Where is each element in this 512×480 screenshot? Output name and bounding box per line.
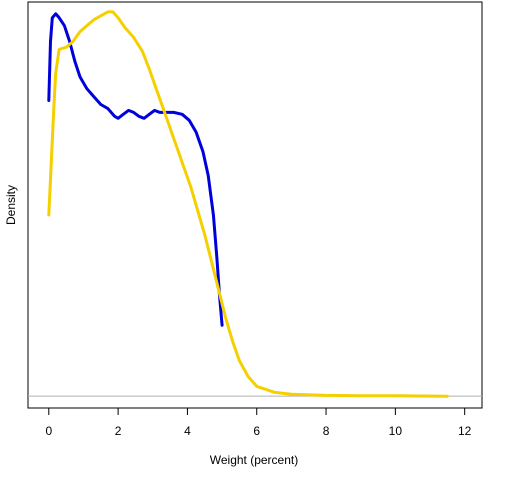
x-axis: 0 2 4 6 8 10 12 <box>45 408 472 438</box>
x-tick-label: 4 <box>184 424 191 438</box>
plot-frame <box>27 1 483 409</box>
series-line-2 <box>47 10 449 398</box>
x-axis-label: Weight (percent) <box>210 453 298 467</box>
x-tick-label: 0 <box>45 424 52 438</box>
y-axis-label: Density <box>4 185 18 225</box>
series-layer <box>47 10 449 398</box>
x-tick-label: 10 <box>389 424 403 438</box>
x-tick-label: 6 <box>253 424 260 438</box>
series-line-1 <box>47 12 224 327</box>
x-tick-label: 2 <box>115 424 122 438</box>
x-tick-label: 8 <box>323 424 330 438</box>
x-tick-label: 12 <box>458 424 472 438</box>
